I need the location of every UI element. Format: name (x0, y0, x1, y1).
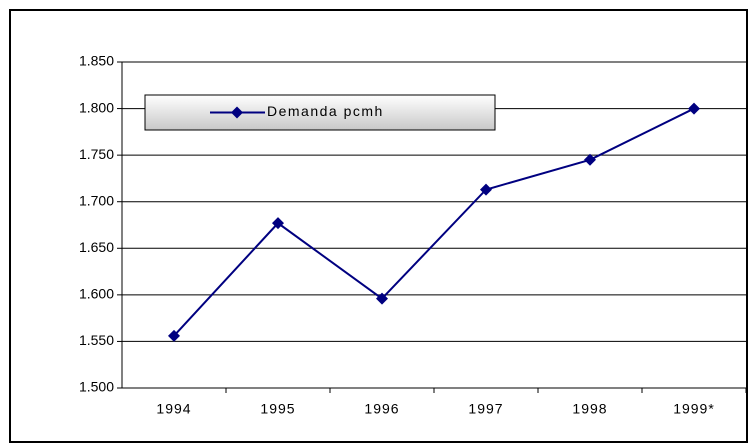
data-point (688, 102, 700, 115)
data-point (480, 183, 492, 196)
x-tick-label: 1995 (260, 401, 295, 417)
chart-frame (9, 9, 748, 443)
y-tick-label: 1.850 (79, 53, 114, 69)
legend-box (144, 94, 496, 131)
data-point (168, 329, 180, 342)
legend-marker (231, 106, 243, 119)
y-tick-label: 1.750 (79, 146, 114, 162)
legend-label: Demanda pcmh (267, 103, 384, 119)
y-tick-label: 1.800 (79, 99, 114, 115)
data-point (584, 153, 596, 166)
x-tick-label: 1999* (673, 401, 715, 417)
series-line (173, 107, 695, 337)
y-tick-label: 1.650 (79, 239, 114, 255)
legend: Demanda pcmh (144, 94, 496, 131)
x-tick-label: 1997 (468, 401, 503, 417)
data-point (272, 217, 284, 230)
x-tick-label: 1996 (364, 401, 399, 417)
y-tick-label: 1.700 (79, 192, 114, 208)
y-tick-label: 1.500 (79, 379, 114, 395)
data-point (376, 292, 388, 305)
y-tick-label: 1.600 (79, 286, 114, 302)
x-tick-label: 1998 (572, 401, 607, 417)
x-tick-label: 1994 (156, 401, 191, 417)
y-tick-label: 1.550 (79, 332, 114, 348)
